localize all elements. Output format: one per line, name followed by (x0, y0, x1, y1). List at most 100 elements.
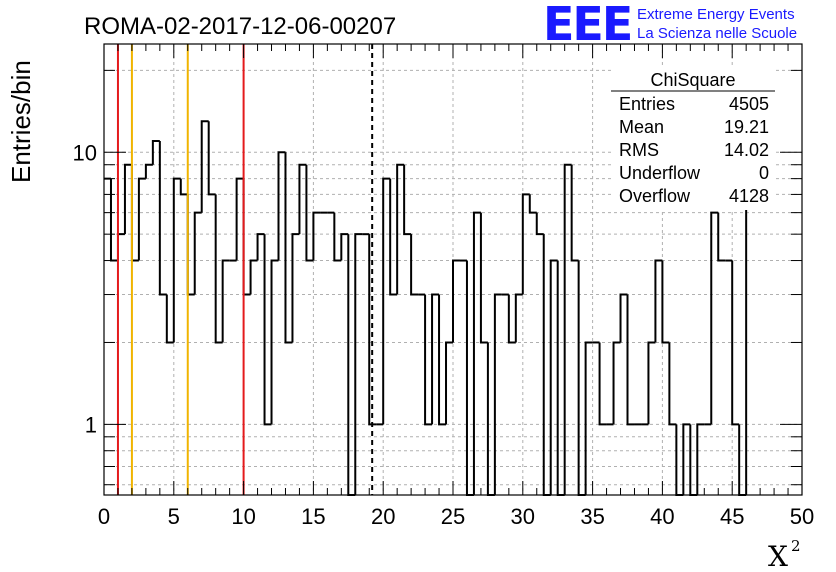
stats-row-label: Mean (619, 117, 664, 137)
x-tick-label: 45 (720, 504, 744, 529)
x-tick-label: 50 (790, 504, 814, 529)
histogram-bin (242, 178, 251, 296)
x-axis-label: X 2 (768, 537, 801, 572)
stats-row-value: 4128 (729, 186, 769, 206)
histogram-bin (521, 193, 530, 295)
histogram-bin (731, 260, 740, 426)
histogram-bin (277, 151, 286, 261)
histogram-bin (172, 177, 181, 343)
histogram-bin (542, 234, 551, 496)
y-tick-labels: 1 10 (73, 140, 97, 437)
histogram-bin (661, 260, 670, 344)
histogram-bin (284, 152, 293, 344)
eee-logo: EEE Extreme Energy Events La Scienza nel… (543, 0, 797, 51)
histogram-bin (626, 294, 635, 426)
histogram-bin (123, 163, 132, 235)
histogram-bin (717, 212, 726, 262)
stats-row-value: 14.02 (724, 140, 769, 160)
histogram-bin (563, 163, 572, 495)
histogram-bin (654, 259, 663, 343)
histogram-bin (619, 293, 628, 343)
histogram-bin (493, 293, 502, 495)
x-tick-labels: 0 5 10 15 20 25 30 35 40 45 50 (98, 504, 814, 529)
histogram-bin (389, 178, 398, 296)
histogram-bin (612, 341, 621, 425)
histogram-bin (221, 259, 230, 343)
logo-line-2: La Scienza nelle Scuole (637, 25, 797, 42)
histogram-bin (410, 234, 419, 296)
y-tick-label: 1 (85, 412, 97, 437)
histogram-bin (647, 341, 656, 425)
histogram-bin (186, 194, 195, 296)
reference-lines (116, 44, 374, 495)
histogram-bin (256, 233, 265, 261)
x-axis-label-superscript: 2 (791, 537, 801, 555)
histogram-bin (207, 121, 216, 196)
histogram-bin (577, 260, 586, 496)
histogram-bin (668, 342, 677, 426)
histogram-bin (151, 140, 160, 165)
histogram-bin (507, 294, 516, 344)
chart-title: ROMA-02-2017-12-06-00207 (84, 13, 396, 40)
histogram-bin (598, 342, 607, 426)
histogram-bin (333, 212, 342, 262)
histogram-bin (235, 177, 244, 261)
histogram-bin (305, 164, 314, 262)
histogram-bin (270, 259, 279, 425)
histogram-bin (682, 423, 691, 495)
histogram-bin (165, 294, 174, 344)
histogram-bin (137, 177, 146, 261)
x-tick-label: 10 (231, 504, 255, 529)
logo-mark: EEE (543, 0, 631, 51)
x-tick-label: 20 (371, 504, 395, 529)
histogram-bin (347, 234, 356, 496)
histogram-bin (465, 260, 474, 496)
histogram-bin (340, 233, 349, 261)
histogram-bin (570, 164, 579, 262)
histogram-bin (438, 294, 447, 426)
y-axis-label: Entries/bin (6, 60, 36, 183)
y-tick-label: 10 (73, 140, 97, 165)
histogram-bin (549, 259, 558, 495)
histogram-bin (368, 234, 377, 426)
histogram-bin (179, 178, 188, 196)
histogram-bin (445, 341, 453, 425)
histogram-bin (486, 342, 495, 496)
logo-line-1: Extreme Energy Events (637, 6, 795, 23)
histogram-bin (354, 233, 363, 495)
x-axis-label-symbol: X (768, 540, 788, 572)
histogram-bin (214, 194, 223, 344)
stats-title: ChiSquare (650, 70, 735, 90)
histogram-bin (263, 234, 272, 426)
stats-box-background (611, 68, 775, 210)
histogram-bin (528, 194, 537, 214)
histogram-bin (514, 293, 523, 343)
stats-rows: Entries 4505 Mean 19.21 RMS 14.02 Underflow 0 Ov… (619, 94, 769, 206)
histogram-bin (312, 211, 321, 261)
stats-row-value: 0 (759, 163, 769, 183)
stats-box: ChiSquare Entries 4505 Mean 19.21 RMS 14.02 Un… (611, 68, 775, 210)
histogram-bin (291, 233, 300, 343)
stats-row-label: Overflow (619, 186, 691, 206)
stats-row-label: RMS (619, 140, 659, 160)
histogram-bin (745, 177, 754, 495)
histogram-bin (116, 233, 125, 261)
histogram-bin (452, 259, 460, 343)
x-tick-label: 5 (168, 504, 180, 529)
axis-ticks (103, 44, 803, 495)
histogram-bin (200, 120, 209, 213)
stats-row-label: Entries (619, 94, 675, 114)
x-tick-label: 35 (580, 504, 604, 529)
histogram-bin (193, 211, 202, 295)
histogram-bin (298, 163, 307, 235)
histogram-bin (431, 293, 440, 425)
histogram-bin (158, 141, 167, 296)
histogram-bin (403, 164, 412, 236)
histogram-bin (696, 423, 705, 495)
x-tick-label: 30 (511, 504, 535, 529)
histogram-bin (556, 260, 565, 496)
histogram-bin (584, 341, 593, 495)
histogram-bin (535, 212, 544, 236)
x-tick-label: 40 (650, 504, 674, 529)
